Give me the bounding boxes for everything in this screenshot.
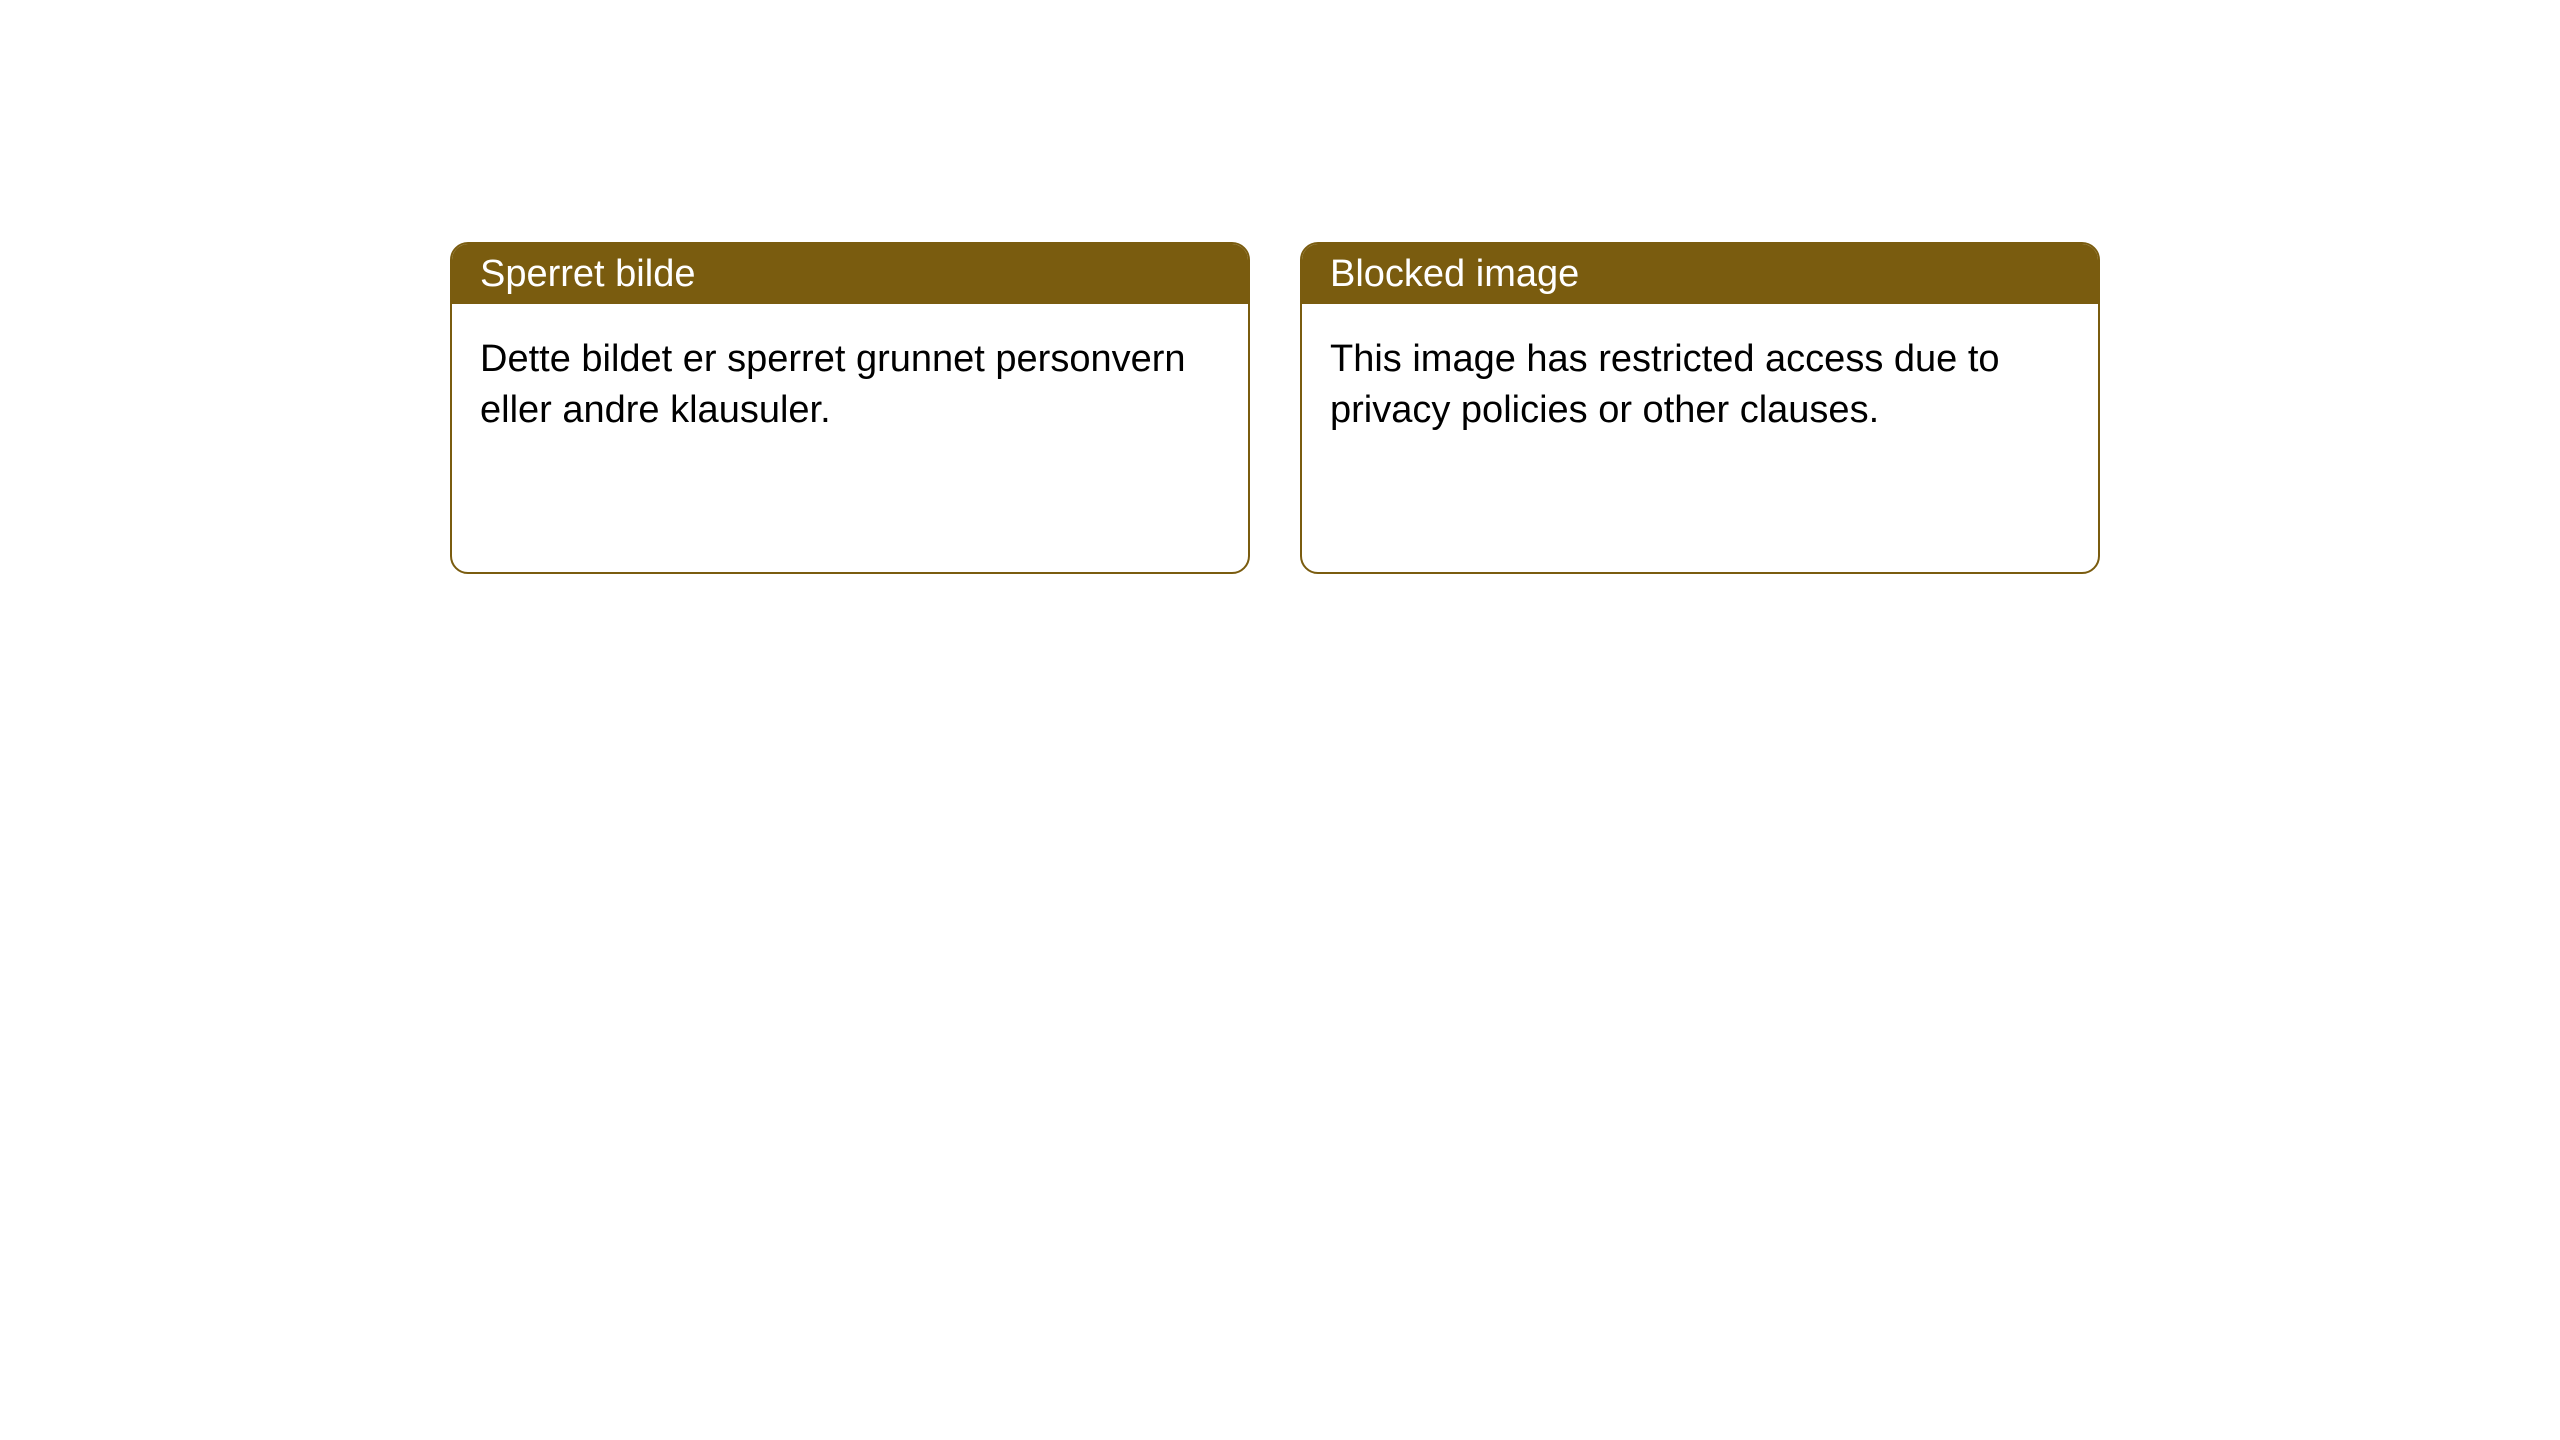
notice-title-english: Blocked image	[1330, 253, 1579, 296]
notice-text-norwegian: Dette bildet er sperret grunnet personve…	[480, 338, 1186, 431]
notice-box-english: Blocked image This image has restricted …	[1300, 242, 2100, 574]
notice-title-norwegian: Sperret bilde	[480, 253, 695, 296]
notice-header-english: Blocked image	[1302, 244, 2098, 304]
notice-text-english: This image has restricted access due to …	[1330, 338, 2000, 431]
notices-container: Sperret bilde Dette bildet er sperret gr…	[450, 242, 2100, 574]
notice-header-norwegian: Sperret bilde	[452, 244, 1248, 304]
notice-box-norwegian: Sperret bilde Dette bildet er sperret gr…	[450, 242, 1250, 574]
notice-body-norwegian: Dette bildet er sperret grunnet personve…	[452, 304, 1248, 572]
notice-body-english: This image has restricted access due to …	[1302, 304, 2098, 572]
